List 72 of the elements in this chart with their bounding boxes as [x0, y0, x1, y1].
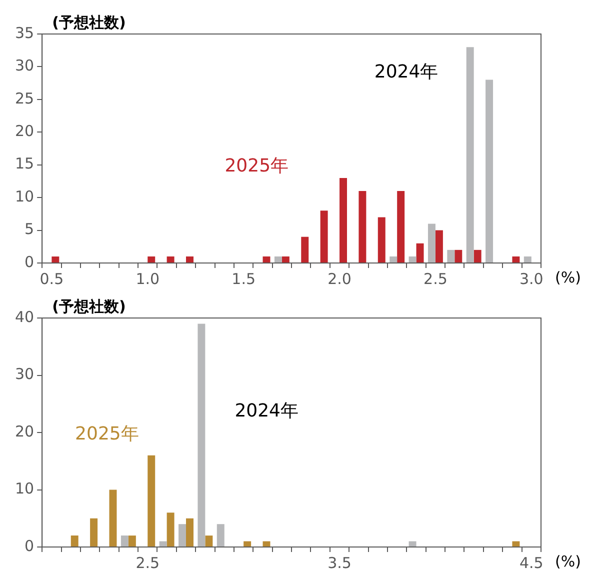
- y-tick-label: 10: [14, 480, 34, 498]
- x-axis-title: (%): [555, 268, 581, 286]
- x-tick-label: 2.5: [424, 270, 448, 288]
- bar: [524, 256, 532, 262]
- bar: [166, 512, 174, 546]
- bar: [262, 541, 270, 546]
- bar: [148, 256, 156, 262]
- bar: [148, 455, 156, 546]
- x-tick-label: 2.5: [136, 554, 160, 572]
- series-label: 2024年: [374, 62, 438, 83]
- y-axis-title: (予想社数): [52, 297, 126, 316]
- bar: [282, 256, 290, 262]
- bar: [390, 256, 398, 262]
- bar: [274, 256, 282, 262]
- x-axis-title: (%): [555, 552, 581, 570]
- bar: [435, 230, 443, 262]
- bar: [408, 541, 416, 546]
- y-tick-label: 20: [14, 122, 34, 140]
- y-tick-label: 15: [14, 154, 34, 173]
- x-tick-label: 3.0: [519, 270, 544, 288]
- bar: [262, 256, 270, 262]
- bar: [186, 256, 194, 262]
- x-tick-label: 3.5: [328, 554, 352, 572]
- bar: [70, 536, 78, 546]
- bar: [128, 536, 136, 546]
- bar: [397, 191, 405, 262]
- bar: [340, 178, 347, 262]
- bar: [428, 224, 436, 262]
- bar: [90, 518, 98, 546]
- bar: [198, 324, 206, 546]
- bar: [512, 256, 520, 262]
- text: 2025年: [224, 155, 289, 176]
- bar: [512, 541, 520, 546]
- y-tick-label: 30: [14, 365, 34, 384]
- bar: [454, 250, 462, 262]
- bar: [416, 243, 424, 262]
- y-tick-label: 20: [14, 422, 34, 440]
- bar: [486, 80, 494, 262]
- bar: [216, 524, 224, 546]
- x-tick-label: 1.5: [232, 270, 256, 288]
- y-tick-label: 5: [24, 220, 34, 238]
- bar: [109, 490, 117, 546]
- series-label: 2025年: [75, 423, 139, 444]
- x-tick-label: 0.5: [40, 270, 64, 288]
- bar: [205, 536, 213, 546]
- x-tick-label: 1.0: [136, 270, 160, 288]
- y-tick-label: 40: [14, 308, 34, 326]
- bar: [320, 210, 328, 262]
- x-tick-label: 2.0: [328, 270, 352, 288]
- bar: [186, 518, 194, 546]
- bar: [466, 47, 474, 262]
- bar: [447, 250, 455, 262]
- bar: [166, 256, 174, 262]
- y-tick-label: 0: [24, 536, 34, 555]
- bar: [244, 541, 252, 546]
- series-label: 2024年: [234, 400, 299, 422]
- bar: [408, 256, 416, 262]
- y-tick-label: 0: [24, 252, 34, 271]
- y-tick-label: 10: [14, 187, 34, 206]
- y-tick-label: 30: [14, 56, 34, 75]
- bar: [474, 250, 482, 262]
- y-tick-label: 25: [14, 89, 34, 108]
- x-tick-label: 4.5: [519, 554, 544, 572]
- bar: [301, 236, 309, 262]
- y-tick-label: 35: [14, 24, 34, 42]
- bar: [178, 524, 186, 546]
- bar: [358, 191, 366, 262]
- bar: [52, 256, 60, 262]
- bar: [159, 541, 167, 546]
- bar: [120, 536, 128, 546]
- bar: [378, 217, 386, 262]
- y-axis-title: (予想社数): [52, 13, 126, 32]
